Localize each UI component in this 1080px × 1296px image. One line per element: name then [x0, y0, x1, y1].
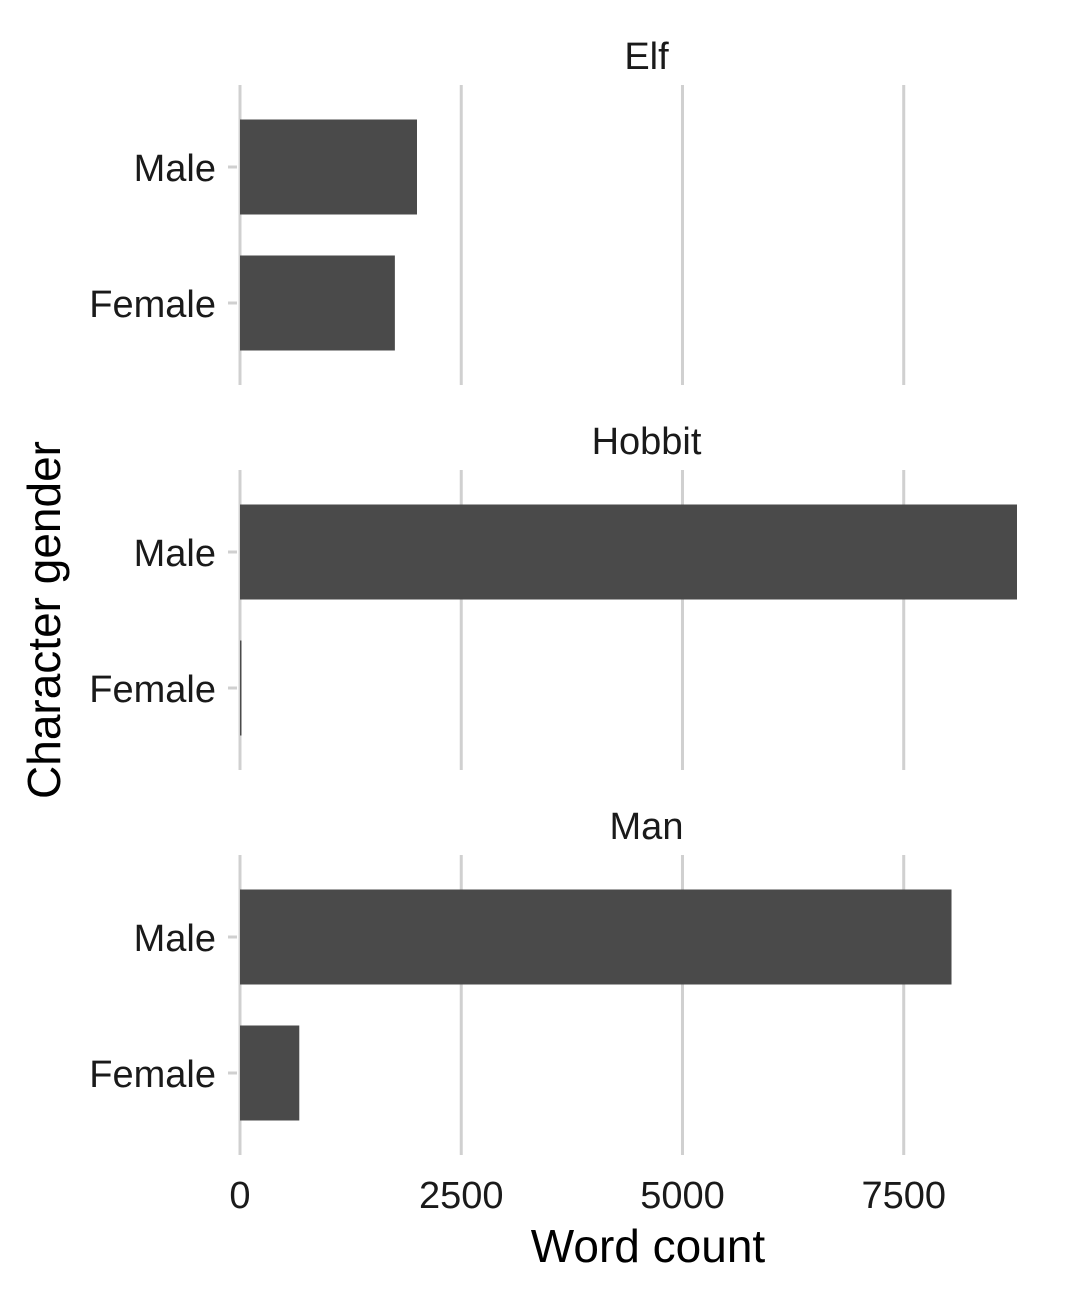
x-tick-label-0: 0 [229, 1175, 250, 1217]
y-tick-label-hobbit-female: Female [89, 669, 216, 711]
facet-title-man: Man [610, 806, 684, 848]
x-tick-label-7500: 7500 [861, 1175, 946, 1217]
y-tick-label-hobbit-male: Male [134, 533, 216, 575]
facet-panel-man: Man Male Female [89, 806, 952, 1155]
facet-title-hobbit: Hobbit [592, 421, 702, 463]
bar-elf-female [240, 255, 395, 351]
y-tick-label-elf-male: Male [134, 148, 216, 190]
bar-man-female [240, 1025, 300, 1121]
x-tick-label-5000: 5000 [640, 1175, 725, 1217]
facet-panels: Elf Male Female Hobbit Male Female Man Male Fema… [89, 36, 1017, 1155]
bar-hobbit-female [240, 640, 242, 736]
facet-panel-hobbit: Hobbit Male Female [89, 421, 1017, 770]
x-axis: 0 2500 5000 7500 [229, 1175, 946, 1217]
y-tick-label-man-male: Male [134, 918, 216, 960]
bar-hobbit-male [240, 504, 1017, 600]
y-axis-title: Character gender [18, 441, 70, 799]
bar-man-male [240, 889, 952, 985]
x-axis-title: Word count [531, 1220, 766, 1272]
facet-title-elf: Elf [624, 36, 669, 78]
bar-elf-male [240, 119, 417, 215]
y-tick-label-man-female: Female [89, 1054, 216, 1096]
y-tick-label-elf-female: Female [89, 284, 216, 326]
x-tick-label-2500: 2500 [419, 1175, 504, 1217]
facet-panel-elf: Elf Male Female [89, 36, 906, 385]
